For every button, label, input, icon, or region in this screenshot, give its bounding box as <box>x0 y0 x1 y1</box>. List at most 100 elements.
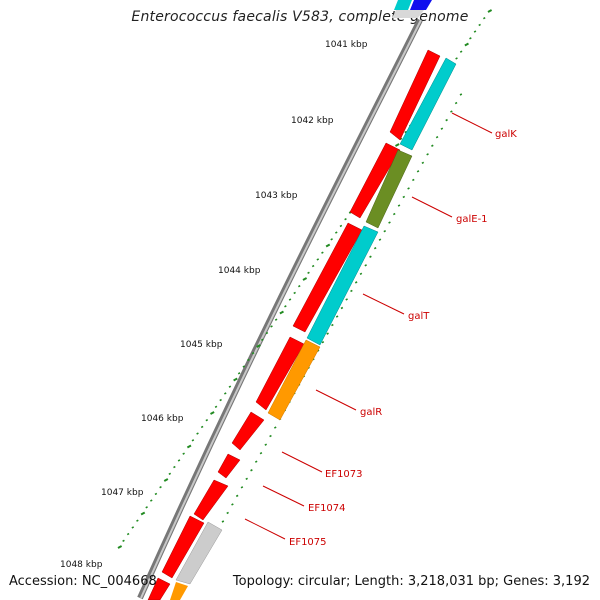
ruler-tick <box>117 545 123 549</box>
ruler-tick <box>426 153 429 156</box>
genome-backbone-highlight <box>140 19 422 599</box>
ruler-tick <box>254 460 258 463</box>
ruler-tick <box>191 439 195 442</box>
ruler-tick <box>478 23 481 27</box>
cds-arrow[interactable] <box>231 411 265 451</box>
cds-arrow[interactable] <box>217 453 241 479</box>
ruler-tick <box>154 492 158 496</box>
ruler-label-1041: 1041 kbp <box>325 40 368 50</box>
ruler-tick <box>378 238 382 241</box>
ruler-tick <box>350 289 353 293</box>
cds-arrow[interactable] <box>147 577 171 600</box>
ruler-tick <box>321 340 325 344</box>
gene-label-EF1073[interactable]: EF1073 <box>325 469 363 480</box>
ruler-tick <box>200 425 204 429</box>
ruler-tick <box>140 511 146 516</box>
ruler-tick <box>307 271 310 274</box>
ruler-tick <box>316 258 320 261</box>
cds-arrow[interactable] <box>389 49 441 141</box>
ruler-tick <box>435 136 439 139</box>
ruler-tick <box>395 143 400 147</box>
leader-line <box>262 485 305 507</box>
ruler-tick <box>340 306 344 310</box>
ruler-tick <box>196 432 199 435</box>
ruler-tick <box>210 411 215 415</box>
cds-arrow[interactable] <box>292 222 363 333</box>
ruler-tick <box>412 178 415 182</box>
ruler-tick <box>345 298 348 301</box>
ruler-tick <box>339 224 343 228</box>
ruler-tick <box>482 17 486 20</box>
gene-top-blue[interactable] <box>410 0 432 10</box>
ruler-tick <box>231 503 234 506</box>
gene-galK[interactable] <box>399 57 457 151</box>
gene-top-cyan[interactable] <box>394 0 412 10</box>
ruler-tick <box>450 110 453 113</box>
ruler-tick <box>235 494 239 498</box>
gene-galR[interactable] <box>267 339 321 421</box>
cds-arrow[interactable] <box>193 479 229 521</box>
ruler-tick <box>321 251 324 254</box>
ruler-label-1047: 1047 kbp <box>101 488 144 498</box>
ruler-label-1044: 1044 kbp <box>218 266 261 276</box>
ruler-tick <box>431 144 434 147</box>
ruler-tick <box>293 291 296 295</box>
ruler-tick <box>265 331 269 335</box>
ruler-tick <box>459 50 463 53</box>
ruler-label-1045: 1045 kbp <box>180 340 223 350</box>
ruler-tick <box>421 161 425 165</box>
ruler-tick <box>454 101 458 105</box>
gene-orange-lower[interactable] <box>170 582 188 600</box>
ruler-tick <box>334 231 338 234</box>
ruler-tick <box>237 372 241 375</box>
ruler-tick <box>228 385 232 388</box>
ruler-tick <box>383 229 387 233</box>
ruler-tick <box>126 532 130 536</box>
ruler-tick <box>440 127 444 130</box>
ruler-tick <box>186 444 192 449</box>
ruler-tick <box>311 264 315 268</box>
gene-label-galE-1[interactable]: galE-1 <box>456 214 488 225</box>
ruler-tick <box>242 365 246 368</box>
ruler-tick <box>326 332 329 335</box>
cds-arrow[interactable] <box>161 515 205 579</box>
ruler-label-1048: 1048 kbp <box>60 560 103 570</box>
gene-label-EF1075[interactable]: EF1075 <box>289 537 327 548</box>
ruler-tick <box>388 221 391 224</box>
gene-galE-1[interactable] <box>365 149 413 229</box>
ruler-tick <box>163 478 169 482</box>
leader-line <box>411 196 453 218</box>
cds-arrow[interactable] <box>349 142 401 219</box>
gene-galT[interactable] <box>306 225 379 346</box>
gene-label-galR[interactable]: galR <box>360 407 382 418</box>
gene-grey-lower[interactable] <box>175 521 223 585</box>
ruler-tick <box>136 519 139 522</box>
gene-top-grey[interactable] <box>392 10 424 18</box>
accession-text: Accession: NC_004668 <box>9 574 157 589</box>
ruler-tick <box>473 30 477 33</box>
ruler-tick <box>226 511 229 515</box>
gene-label-galK[interactable]: galK <box>495 129 517 140</box>
ruler-tick <box>397 204 401 207</box>
ruler-tick <box>455 57 458 60</box>
ruler-tick <box>131 526 135 529</box>
ruler-tick <box>122 539 125 542</box>
ruler-tick <box>159 486 162 489</box>
gene-label-galT[interactable]: galT <box>408 311 430 322</box>
leader-line <box>281 451 323 473</box>
ruler-tick <box>354 281 358 284</box>
ruler-tick <box>364 264 367 267</box>
forward-strand-features <box>147 49 441 600</box>
reverse-strand-features <box>170 0 457 600</box>
map-title: Enterococcus faecalis V583, complete gen… <box>131 9 469 25</box>
ruler-tick <box>247 358 250 362</box>
ruler-tick <box>205 419 209 422</box>
leader-line <box>244 518 286 540</box>
gene-label-EF1074[interactable]: EF1074 <box>308 503 346 514</box>
cds-arrow[interactable] <box>255 336 305 411</box>
ruler-tick <box>464 42 469 47</box>
ruler-tick <box>259 451 263 455</box>
ruler-tick <box>369 255 372 258</box>
leader-line <box>451 112 493 134</box>
